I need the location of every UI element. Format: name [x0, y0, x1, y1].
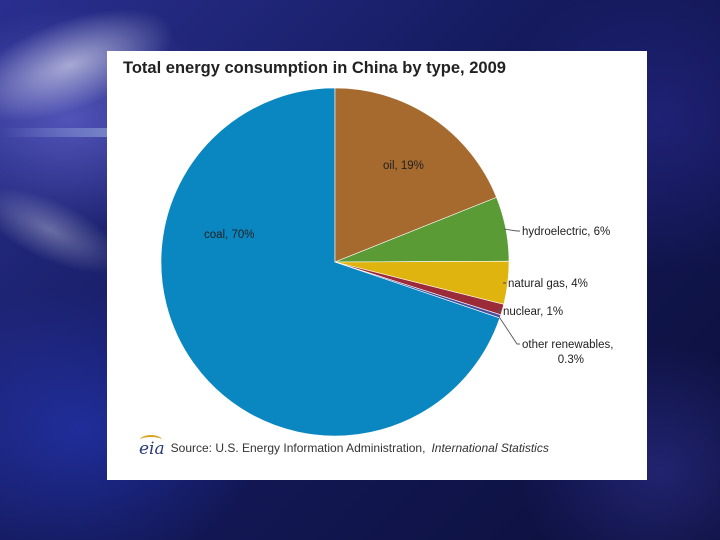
slice-label-natural-gas: natural gas, 4% — [508, 278, 588, 290]
slice-label-coal: coal, 70% — [204, 229, 255, 241]
leader-line-nuclear — [496, 308, 501, 312]
eia-logo: eia — [139, 435, 165, 459]
source-text: Source: U.S. Energy Information Administ… — [170, 441, 426, 455]
source-publication: International Statistics — [431, 441, 549, 455]
slice-label-oil: oil, 19% — [383, 160, 424, 172]
leader-line-hydroelectric — [503, 228, 520, 232]
pie-chart: coal, 70% oil, 19% hydroelectric, 6% natura… — [160, 87, 613, 437]
chart-panel: Total energy consumption in China by typ… — [107, 51, 647, 480]
pie-slice-oil — [334, 87, 497, 263]
slice-label-other-renewables: other renewables, — [522, 339, 613, 351]
leader-line-other-renewables — [498, 315, 520, 345]
background-accent-bar — [0, 128, 108, 137]
slice-label-nuclear: nuclear, 1% — [503, 306, 563, 318]
pie-slice-coal — [160, 87, 501, 437]
slice-label-hydroelectric: hydroelectric, 6% — [522, 226, 610, 238]
chart-title: Total energy consumption in China by typ… — [123, 59, 506, 77]
slice-label-other-renewables-value: 0.3% — [558, 354, 584, 366]
source-line: eia Source: U.S. Energy Information Admi… — [139, 435, 549, 459]
